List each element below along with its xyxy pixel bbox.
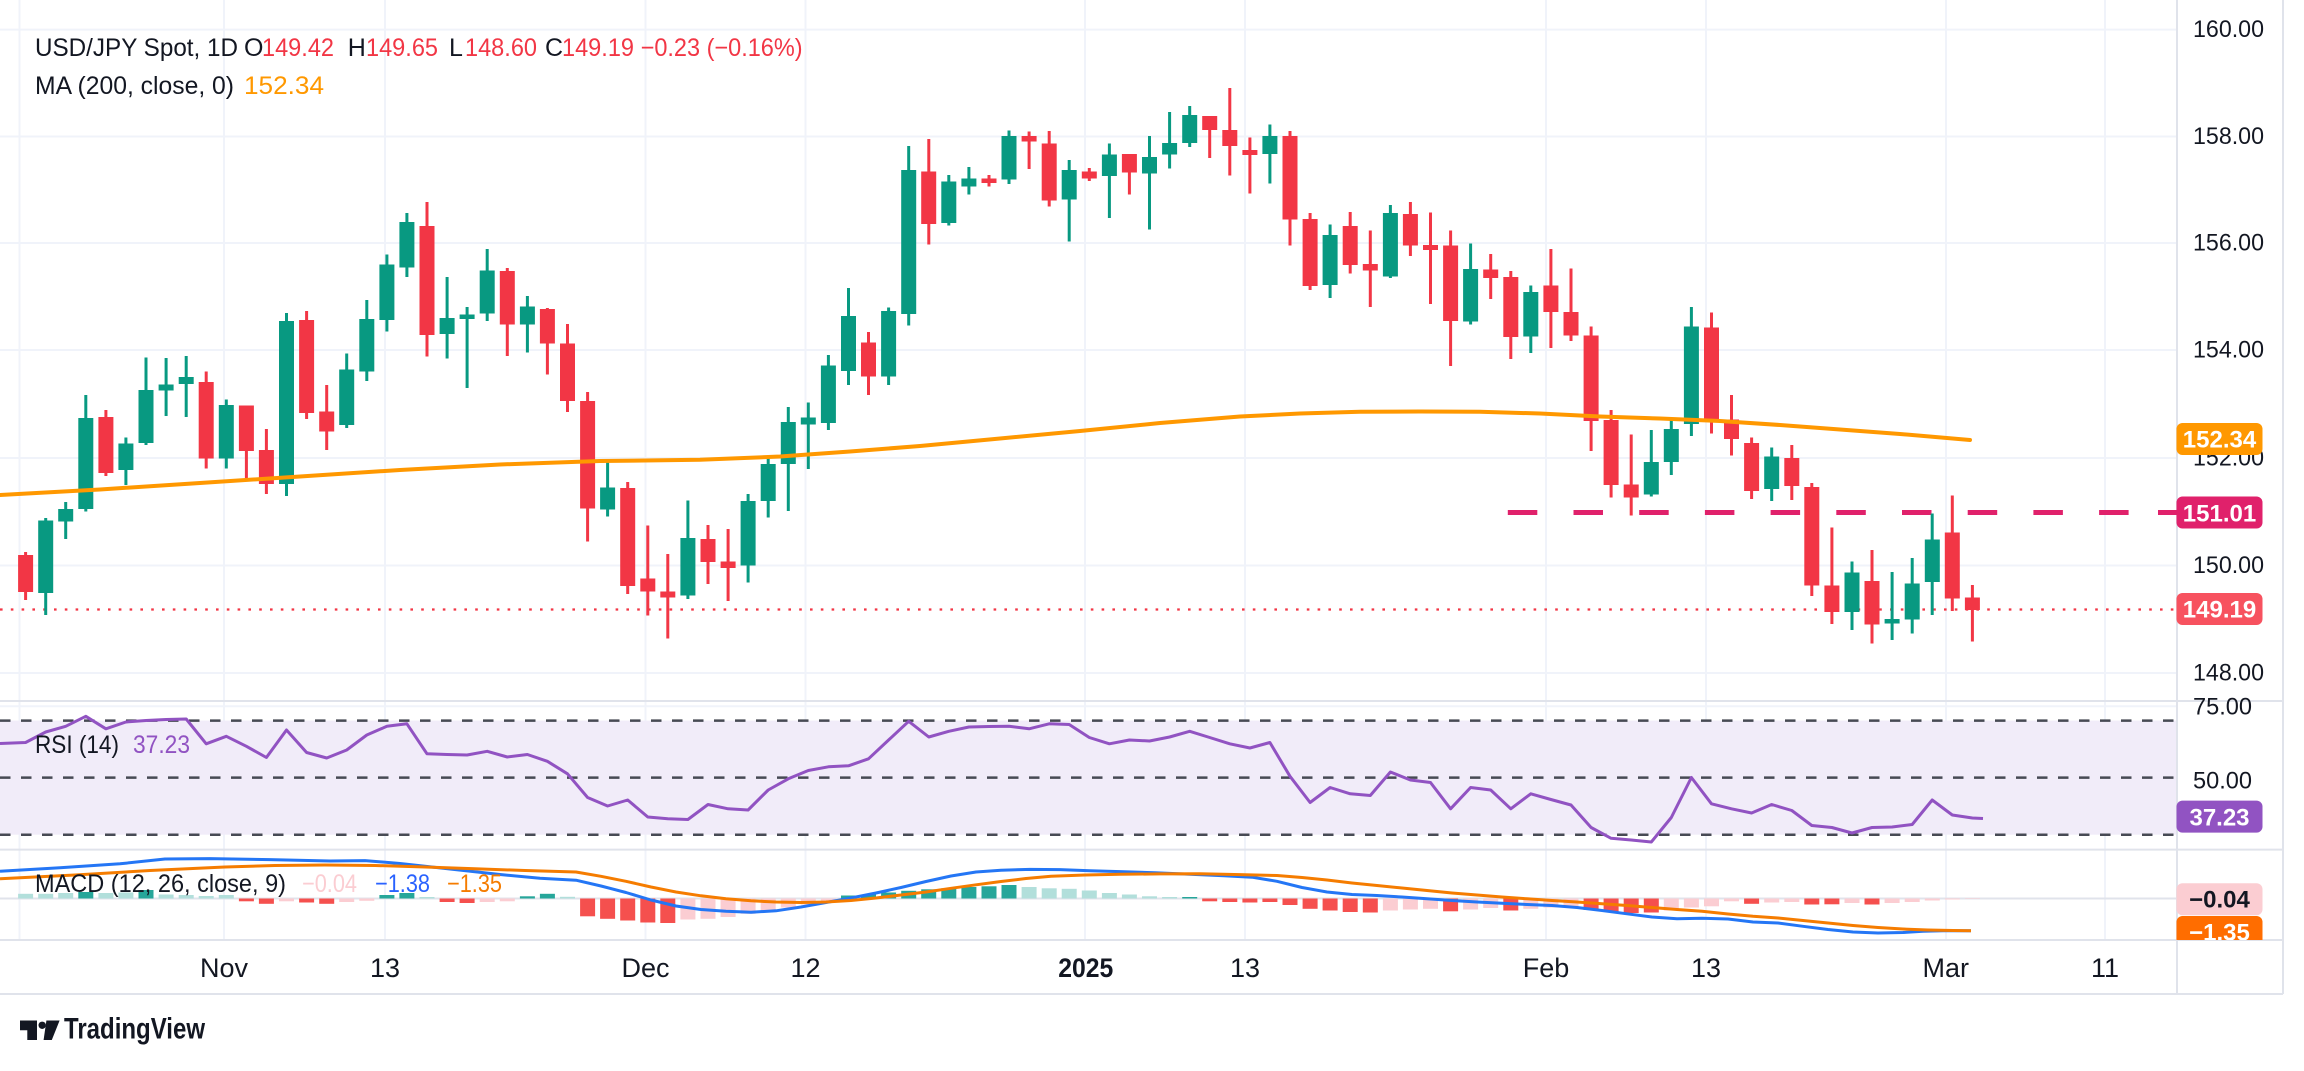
svg-text:−0.23 (−0.16%): −0.23 (−0.16%) <box>641 34 803 62</box>
svg-text:37.23: 37.23 <box>2189 805 2249 832</box>
svg-text:149.42: 149.42 <box>262 34 334 62</box>
svg-text:50.00: 50.00 <box>2193 768 2252 795</box>
svg-text:TradingView: TradingView <box>64 1013 206 1046</box>
svg-text:−0.04: −0.04 <box>2189 887 2250 914</box>
svg-text:Nov: Nov <box>200 953 249 983</box>
svg-text:−1.35: −1.35 <box>2189 920 2250 947</box>
svg-text:158.00: 158.00 <box>2193 123 2264 150</box>
svg-text:Mar: Mar <box>1923 953 1970 983</box>
svg-text:152.34: 152.34 <box>244 72 324 100</box>
svg-text:13: 13 <box>370 953 400 983</box>
svg-text:148.60: 148.60 <box>465 34 537 62</box>
svg-text:151.01: 151.01 <box>2183 501 2256 528</box>
svg-text:Feb: Feb <box>1523 953 1570 983</box>
svg-text:−0.04: −0.04 <box>302 870 357 898</box>
svg-text:2025: 2025 <box>1058 953 1113 983</box>
svg-text:149.19: 149.19 <box>562 34 634 62</box>
svg-text:H: H <box>348 34 366 62</box>
svg-text:12: 12 <box>790 953 820 983</box>
svg-text:156.00: 156.00 <box>2193 230 2264 257</box>
svg-text:13: 13 <box>1230 953 1260 983</box>
svg-text:11: 11 <box>2091 953 2119 983</box>
svg-text:154.00: 154.00 <box>2193 337 2264 364</box>
svg-text:37.23: 37.23 <box>133 731 190 759</box>
svg-text:152.34: 152.34 <box>2183 427 2257 454</box>
svg-text:148.00: 148.00 <box>2193 660 2264 687</box>
svg-text:160.00: 160.00 <box>2193 16 2264 43</box>
svg-text:149.65: 149.65 <box>366 34 438 62</box>
svg-text:RSI (14): RSI (14) <box>35 731 119 759</box>
svg-text:USD/JPY Spot, 1D: USD/JPY Spot, 1D <box>35 34 238 62</box>
svg-text:MACD (12, 26, close, 9): MACD (12, 26, close, 9) <box>35 870 286 898</box>
svg-text:13: 13 <box>1691 953 1721 983</box>
svg-text:MA (200, close, 0): MA (200, close, 0) <box>35 72 234 100</box>
svg-text:−1.38: −1.38 <box>375 870 430 898</box>
svg-text:149.19: 149.19 <box>2183 597 2256 624</box>
svg-text:75.00: 75.00 <box>2193 694 2252 721</box>
svg-text:150.00: 150.00 <box>2193 552 2264 579</box>
svg-text:L: L <box>449 34 463 62</box>
svg-text:−1.35: −1.35 <box>447 870 502 898</box>
svg-text:O: O <box>244 34 263 62</box>
svg-text:C: C <box>545 34 563 62</box>
svg-text:Dec: Dec <box>621 953 669 983</box>
